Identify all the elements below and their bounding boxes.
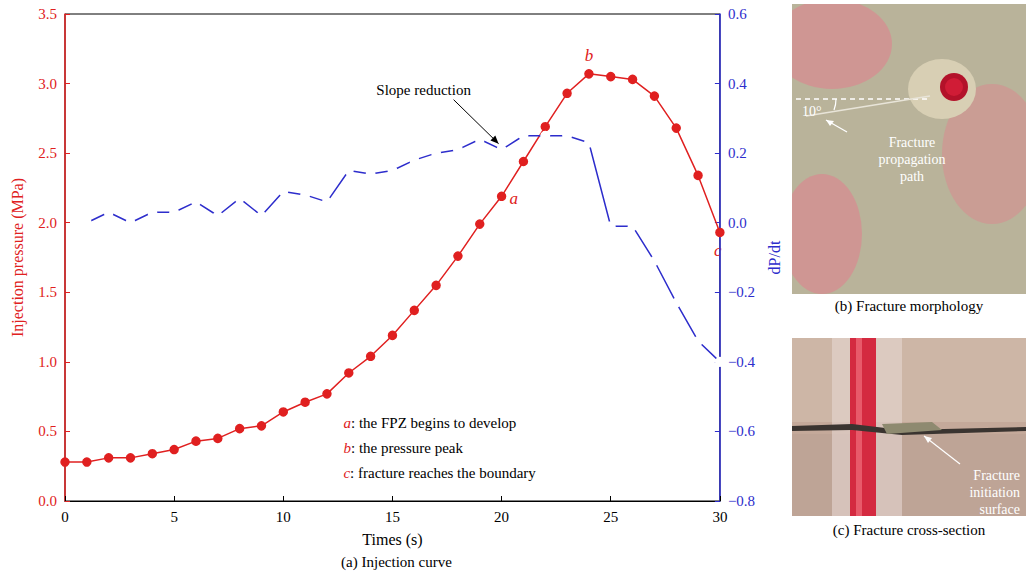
svg-text:5: 5 xyxy=(170,509,178,525)
svg-text:: fracture reaches the boundar: : fracture reaches the boundary xyxy=(350,465,536,481)
svg-text:c: c xyxy=(343,464,351,481)
svg-text:0: 0 xyxy=(61,509,69,525)
svg-text:a: a xyxy=(510,189,519,208)
svg-text:Injection pressure (MPa): Injection pressure (MPa) xyxy=(9,178,27,337)
svg-text:dP/dt: dP/dt xyxy=(766,240,783,274)
svg-text:20: 20 xyxy=(494,509,509,525)
svg-text:1.5: 1.5 xyxy=(38,284,57,300)
html-text:(b) Fracture morphology: (b) Fracture morphology xyxy=(834,298,984,314)
svg-text:0.5: 0.5 xyxy=(38,423,57,439)
svg-text:b: b xyxy=(343,439,351,456)
svg-text:0.0: 0.0 xyxy=(728,215,747,231)
svg-text:Times (s): Times (s) xyxy=(362,531,422,549)
svg-text:Slope reduction: Slope reduction xyxy=(376,82,471,98)
html-text:(c) Fracture cross-section: (c) Fracture cross-section xyxy=(832,522,986,538)
svg-text:0.4: 0.4 xyxy=(728,76,747,92)
svg-text:10°: 10° xyxy=(802,104,822,119)
svg-text:Fracturepropagationpath: Fracturepropagationpath xyxy=(879,135,946,184)
svg-text:0.2: 0.2 xyxy=(728,145,747,161)
svg-text:(a) Injection curve: (a) Injection curve xyxy=(341,554,452,571)
svg-text:c: c xyxy=(714,241,722,260)
svg-text:2.5: 2.5 xyxy=(38,145,57,161)
svg-text:−0.8: −0.8 xyxy=(728,493,755,509)
svg-text:−0.2: −0.2 xyxy=(728,284,755,300)
svg-text:3.0: 3.0 xyxy=(38,76,57,92)
svg-text:10: 10 xyxy=(276,509,291,525)
svg-text:2.0: 2.0 xyxy=(38,215,57,231)
svg-text:: the FPZ begins to develop: : the FPZ begins to develop xyxy=(351,415,516,431)
svg-text:Fractureinitiationsurface: Fractureinitiationsurface xyxy=(969,468,1020,516)
svg-text:a: a xyxy=(343,415,351,431)
svg-text:0.6: 0.6 xyxy=(728,6,747,22)
svg-text:−0.6: −0.6 xyxy=(728,423,756,439)
svg-text:25: 25 xyxy=(603,509,618,525)
svg-text:: the pressure peak: : the pressure peak xyxy=(351,440,464,456)
svg-text:b: b xyxy=(585,46,594,65)
svg-text:1.0: 1.0 xyxy=(38,354,57,370)
svg-text:−0.4: −0.4 xyxy=(728,354,756,370)
svg-text:3.5: 3.5 xyxy=(38,6,57,22)
svg-text:15: 15 xyxy=(385,509,400,525)
svg-text:0.0: 0.0 xyxy=(38,493,57,509)
svg-text:30: 30 xyxy=(712,509,727,525)
